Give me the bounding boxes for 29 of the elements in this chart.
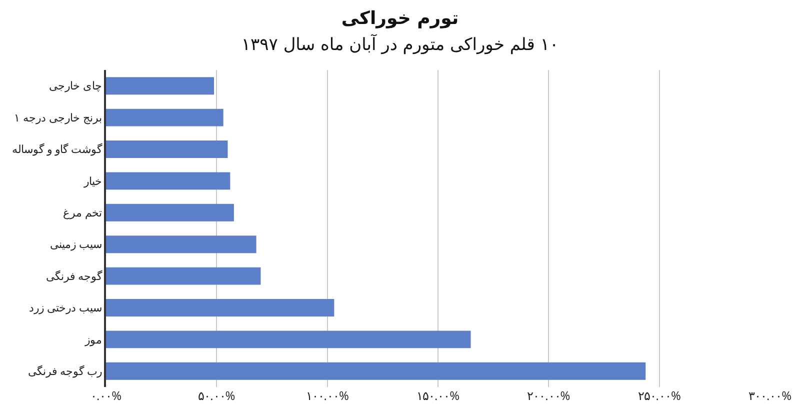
y-tick-label: برنج خارجی درجه ۱ — [14, 110, 102, 126]
bar — [106, 140, 228, 158]
x-tick-label: ۱۰۰.۰۰% — [306, 387, 349, 404]
x-tick-label: ۲۰۰.۰۰% — [527, 387, 570, 404]
y-tick-label: گوشت گاو و گوساله — [12, 142, 103, 158]
bar — [106, 299, 334, 316]
chart-subtitle: ۱۰ قلم خوراکی متورم در آبان ماه سال ۱۳۹۷ — [240, 33, 560, 57]
x-tick-label: ۰.۰۰% — [90, 387, 122, 404]
y-tick-label: موز — [84, 332, 102, 348]
x-tick-label: ۲۵۰.۰۰% — [638, 387, 681, 404]
y-tick-label: تخم مرغ — [62, 206, 102, 220]
x-tick-label: ۵۰.۰۰% — [198, 387, 236, 404]
bar — [106, 108, 224, 126]
x-tick-label: ۳۰۰.۰۰% — [748, 387, 792, 404]
y-tick-label: سیب درختی زرد — [29, 300, 102, 316]
bar — [106, 172, 230, 190]
bar — [106, 362, 646, 380]
x-tick-label: ۱۵۰.۰۰% — [416, 387, 460, 404]
bar — [106, 267, 261, 285]
chart-title: تورم خوراکی — [340, 7, 460, 31]
bar — [106, 330, 471, 348]
y-tick-label: چای خارجی — [48, 78, 102, 94]
y-tick-label: رب گوجه فرنگی — [28, 364, 102, 379]
bar — [106, 236, 256, 254]
y-tick-label: خیار — [82, 174, 102, 189]
bar — [106, 204, 234, 222]
y-tick-label: سیب زمینی — [50, 237, 102, 252]
y-tick-label: گوجه فرنگی — [46, 268, 103, 284]
bar — [106, 77, 214, 95]
